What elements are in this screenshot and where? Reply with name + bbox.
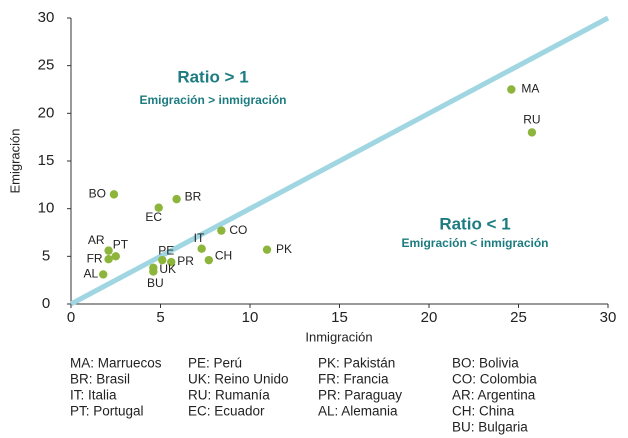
footnote: EC: Ecuador bbox=[188, 404, 265, 419]
x-tick-label: 5 bbox=[156, 309, 164, 326]
point bbox=[104, 254, 113, 264]
point-label: AR bbox=[88, 233, 105, 247]
point bbox=[158, 255, 167, 265]
footnote: PR: Paraguay bbox=[318, 388, 402, 403]
point bbox=[507, 85, 516, 94]
annotation-title: Ratio < 1 bbox=[439, 214, 510, 233]
point-label: IT bbox=[194, 231, 205, 245]
point bbox=[217, 226, 226, 235]
footnote: RU: Rumanía bbox=[188, 388, 270, 403]
point bbox=[527, 128, 537, 137]
footnote: PE: Perú bbox=[188, 356, 242, 371]
x-tick-label: 30 bbox=[600, 309, 617, 326]
x-tick-label: 15 bbox=[331, 309, 348, 326]
point-label: PE bbox=[158, 243, 174, 257]
annotation-text: Emigración > inmigración bbox=[139, 93, 286, 107]
point bbox=[167, 257, 176, 267]
point bbox=[149, 267, 158, 276]
point bbox=[111, 252, 120, 261]
footnote: CH: China bbox=[452, 404, 515, 419]
footnote: BO: Bolivia bbox=[452, 356, 519, 371]
point-label: BO bbox=[89, 187, 106, 201]
point-label: CO bbox=[229, 223, 247, 237]
point-label: RU bbox=[523, 113, 540, 127]
footnote: BU: Bulgaria bbox=[452, 420, 528, 435]
y-tick-label: 0 bbox=[42, 295, 50, 312]
x-tick-label: 25 bbox=[510, 309, 527, 326]
x-tick-label: 0 bbox=[67, 309, 75, 326]
y-tick-label: 20 bbox=[38, 104, 55, 121]
y-tick-label: 10 bbox=[38, 200, 55, 217]
y-axis-title: Emigración bbox=[7, 128, 22, 193]
point-label: FR bbox=[87, 251, 103, 265]
annotation-title: Ratio > 1 bbox=[177, 67, 248, 86]
x-axis-title: Inmigración bbox=[305, 329, 372, 344]
footnote: FR: Francia bbox=[318, 372, 389, 387]
annotation-text: Emigración < inmigración bbox=[401, 236, 548, 250]
footnote: BR: Brasil bbox=[70, 372, 130, 387]
y-tick-label: 30 bbox=[38, 9, 55, 26]
point-label: MA bbox=[521, 82, 539, 96]
footnote: UK: Reino Unido bbox=[188, 372, 289, 387]
point bbox=[99, 270, 108, 279]
footnote: PT: Portugal bbox=[70, 404, 144, 419]
point-label: AL bbox=[84, 267, 99, 281]
point-label: BR bbox=[185, 189, 202, 203]
point-label: EC bbox=[145, 210, 162, 224]
point bbox=[204, 255, 214, 265]
footnote: MA: Marruecos bbox=[70, 356, 162, 371]
point bbox=[154, 203, 163, 212]
footnote: PK: Pakistán bbox=[318, 356, 395, 371]
point-label: PR bbox=[177, 254, 194, 268]
point bbox=[172, 194, 181, 204]
x-tick-label: 10 bbox=[242, 309, 259, 326]
point bbox=[262, 245, 272, 254]
footnote: CO: Colombia bbox=[452, 372, 537, 387]
footnote: AL: Alemania bbox=[318, 404, 398, 419]
point bbox=[197, 244, 206, 253]
point-label: BU bbox=[147, 276, 164, 290]
footnote: AR: Argentina bbox=[452, 388, 536, 403]
point-label: UK bbox=[159, 262, 176, 276]
point bbox=[109, 190, 119, 199]
footnote: IT: Italia bbox=[70, 388, 117, 403]
point-label: PT bbox=[113, 238, 129, 252]
y-tick-label: 15 bbox=[38, 152, 55, 169]
x-tick-label: 20 bbox=[421, 309, 438, 326]
reference-line bbox=[69, 15, 610, 307]
y-tick-label: 5 bbox=[42, 247, 50, 264]
point-label: PK bbox=[276, 242, 292, 256]
y-tick-label: 25 bbox=[38, 57, 55, 74]
point bbox=[104, 246, 113, 255]
point-label: CH bbox=[215, 248, 232, 262]
